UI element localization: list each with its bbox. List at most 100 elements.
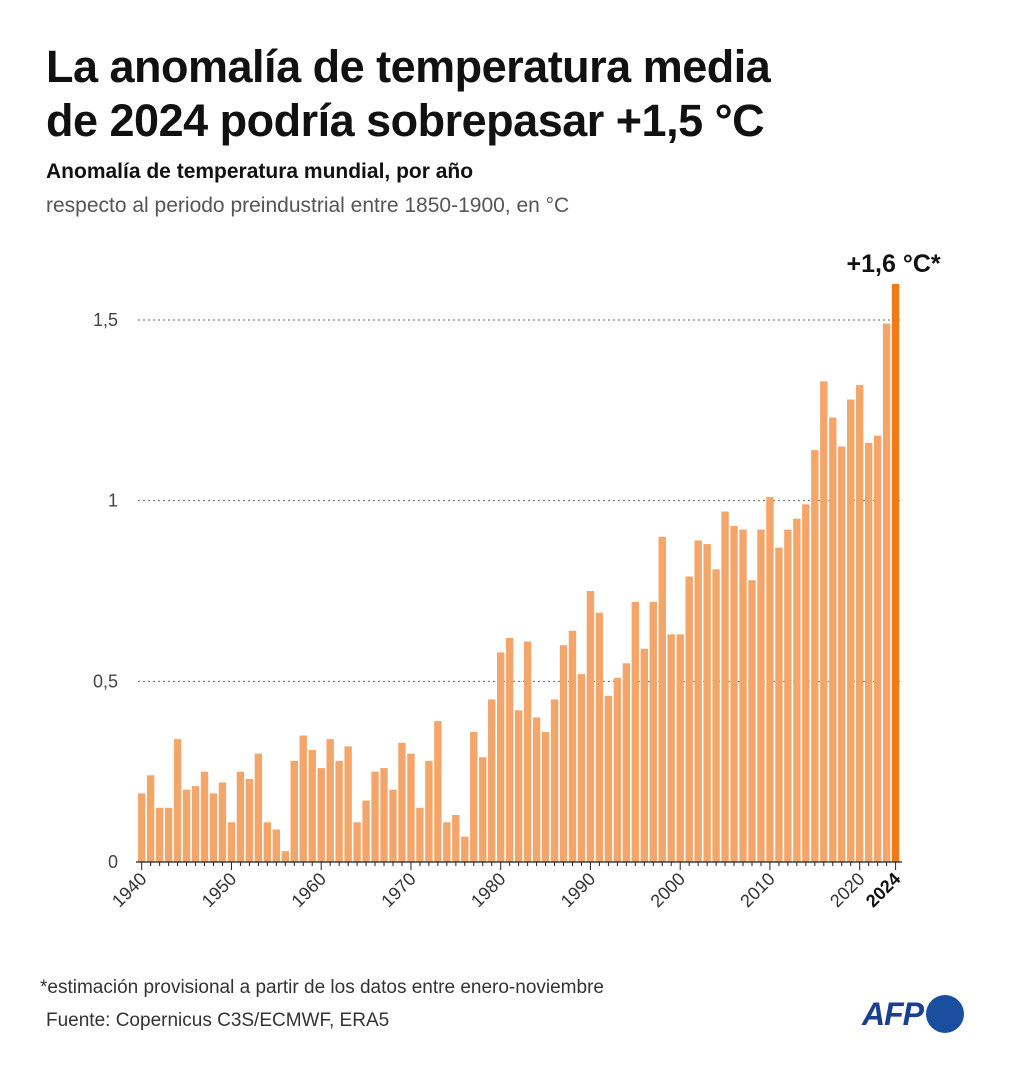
bar-2008	[748, 580, 756, 862]
bar-2012	[784, 529, 792, 862]
logo-circle-icon	[926, 995, 964, 1033]
bar-1949	[218, 782, 227, 862]
bar-1948	[209, 793, 218, 862]
bar-2020	[856, 385, 864, 862]
bar-1971	[416, 807, 424, 862]
title-line-1: La anomalía de temperatura media	[46, 41, 771, 92]
x-tick-label: 1970	[377, 869, 419, 911]
bar-1946	[191, 786, 200, 862]
bar-1963	[344, 746, 352, 862]
bar-2022	[873, 435, 882, 862]
bar-1974	[443, 822, 451, 862]
logo-text: AFP	[862, 996, 924, 1032]
bar-1957	[290, 760, 298, 862]
bar-1945	[182, 789, 191, 862]
bar-2021	[864, 442, 873, 862]
bar-2010	[766, 497, 774, 862]
bar-1962	[335, 760, 343, 862]
bar-2003	[703, 544, 711, 862]
bar-1999	[667, 634, 675, 862]
bar-2015	[811, 450, 819, 862]
bar-1950	[227, 822, 236, 862]
bar-1986	[550, 699, 559, 862]
y-tick-label: 1	[108, 491, 118, 511]
footnote: *estimación provisional a partir de los …	[40, 977, 604, 998]
bar-1960	[317, 768, 325, 862]
bar-1998	[658, 536, 666, 862]
x-tick-label: 1990	[557, 869, 599, 911]
bar-1953	[254, 753, 263, 862]
bar-2004	[712, 569, 720, 862]
bar-1966	[371, 771, 379, 862]
axes	[136, 861, 902, 870]
bar-1994	[622, 663, 631, 862]
bar-1997	[649, 601, 657, 862]
bar-2024	[891, 283, 900, 862]
bar-1947	[200, 771, 209, 862]
bar-1968	[389, 789, 397, 862]
bar-1951	[236, 771, 245, 862]
chart-subtitle-detail: respecto al periodo preindustrial entre …	[46, 194, 570, 217]
bar-1973	[434, 721, 442, 862]
bar-1996	[640, 648, 648, 862]
bar-2007	[739, 529, 747, 862]
bar-2005	[721, 511, 729, 862]
grid-lines	[138, 319, 902, 682]
bar-1972	[425, 760, 433, 862]
title-line-2: de 2024 podría sobrepasar +1,5 °C	[46, 95, 765, 146]
bar-1980	[497, 652, 505, 862]
bar-1987	[559, 645, 568, 862]
bar-1940	[138, 793, 146, 862]
bar-2006	[730, 525, 738, 862]
bar-2013	[793, 518, 801, 862]
y-tick-label: 0,5	[93, 671, 118, 691]
bar-1983	[523, 641, 532, 862]
bar-1961	[326, 739, 334, 862]
bar-1981	[505, 637, 514, 862]
bar-1955	[272, 829, 281, 862]
bar-1990	[586, 591, 595, 862]
bar-1967	[380, 768, 388, 862]
bar-1959	[308, 749, 316, 862]
x-tick-label: 2024	[862, 869, 904, 911]
bar-2018	[838, 446, 846, 862]
bar-1970	[407, 753, 415, 862]
x-tick-label: 2000	[647, 869, 689, 911]
x-tick-label: 2010	[736, 869, 778, 911]
bar-1979	[488, 699, 496, 862]
highlight-annotation: +1,6 °C*	[847, 250, 941, 278]
y-tick-label: 0	[108, 852, 118, 872]
bar-1943	[164, 807, 173, 862]
bar-1976	[461, 836, 469, 862]
x-tick-label: 1940	[108, 869, 150, 911]
bar-2023	[882, 323, 891, 862]
bar-1942	[155, 807, 164, 862]
bar-1954	[263, 822, 272, 862]
bar-1991	[595, 612, 604, 862]
x-tick-label: 1980	[467, 869, 509, 911]
x-tick-label: 1950	[198, 869, 240, 911]
source-note: Fuente: Copernicus C3S/ECMWF, ERA5	[46, 1010, 390, 1031]
bar-2017	[829, 417, 837, 862]
bar-1958	[299, 735, 307, 862]
bar-2014	[802, 504, 810, 862]
bar-1985	[541, 731, 550, 862]
bar-2001	[685, 576, 693, 862]
bar-1965	[362, 800, 370, 862]
bar-1992	[604, 695, 613, 862]
bar-2011	[775, 547, 783, 862]
bar-chart: 0 0,5 1 1,5 1940 1950 1960 1970 1980 1990 2000 2010…	[93, 250, 941, 911]
chart-title: La anomalía de temperatura media de 2024…	[46, 40, 986, 148]
bar-1969	[398, 742, 406, 862]
bar-2000	[676, 634, 684, 862]
bar-2019	[847, 399, 855, 862]
bar-1956	[281, 851, 289, 862]
x-tick-label: 2020	[826, 869, 868, 911]
bar-1975	[452, 815, 460, 862]
x-tick-label: 1960	[288, 869, 330, 911]
bars	[138, 283, 900, 862]
bar-1993	[613, 677, 622, 862]
bar-1977	[470, 731, 478, 862]
bar-1989	[577, 674, 586, 862]
afp-logo: AFP	[862, 994, 964, 1034]
